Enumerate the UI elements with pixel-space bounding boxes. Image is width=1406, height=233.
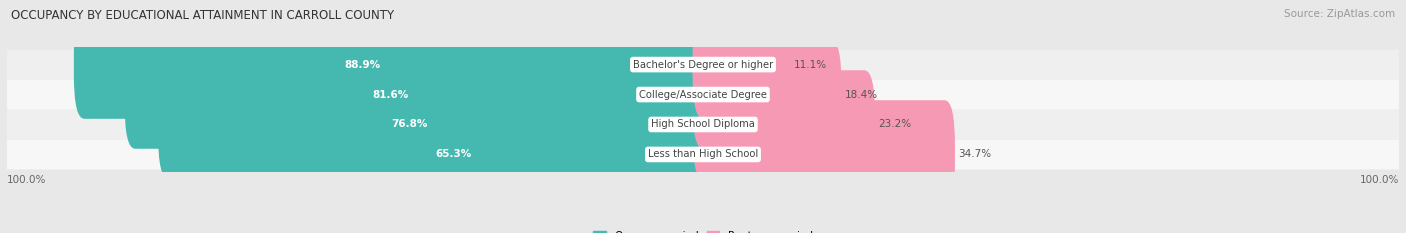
Text: 100.0%: 100.0% [7,175,46,185]
FancyBboxPatch shape [693,70,875,179]
Text: 23.2%: 23.2% [879,120,911,130]
FancyBboxPatch shape [238,100,713,209]
FancyBboxPatch shape [693,100,955,209]
FancyBboxPatch shape [157,70,713,179]
FancyBboxPatch shape [125,40,713,149]
Text: 100.0%: 100.0% [1360,175,1399,185]
Text: 65.3%: 65.3% [434,149,471,159]
Text: Source: ZipAtlas.com: Source: ZipAtlas.com [1284,9,1395,19]
Text: 11.1%: 11.1% [794,60,827,70]
Text: 34.7%: 34.7% [959,149,991,159]
Text: Less than High School: Less than High School [648,149,758,159]
FancyBboxPatch shape [693,40,842,149]
Text: Bachelor's Degree or higher: Bachelor's Degree or higher [633,60,773,70]
FancyBboxPatch shape [75,10,713,119]
FancyBboxPatch shape [7,79,1399,110]
Text: High School Diploma: High School Diploma [651,120,755,130]
FancyBboxPatch shape [693,10,790,119]
Text: College/Associate Degree: College/Associate Degree [638,89,768,99]
FancyBboxPatch shape [7,110,1399,140]
Legend: Owner-occupied, Renter-occupied: Owner-occupied, Renter-occupied [589,227,817,233]
Text: 88.9%: 88.9% [344,60,381,70]
Text: 81.6%: 81.6% [373,89,409,99]
FancyBboxPatch shape [7,50,1399,79]
Text: OCCUPANCY BY EDUCATIONAL ATTAINMENT IN CARROLL COUNTY: OCCUPANCY BY EDUCATIONAL ATTAINMENT IN C… [11,9,394,22]
Text: 76.8%: 76.8% [391,120,427,130]
Text: 18.4%: 18.4% [845,89,879,99]
FancyBboxPatch shape [7,140,1399,169]
